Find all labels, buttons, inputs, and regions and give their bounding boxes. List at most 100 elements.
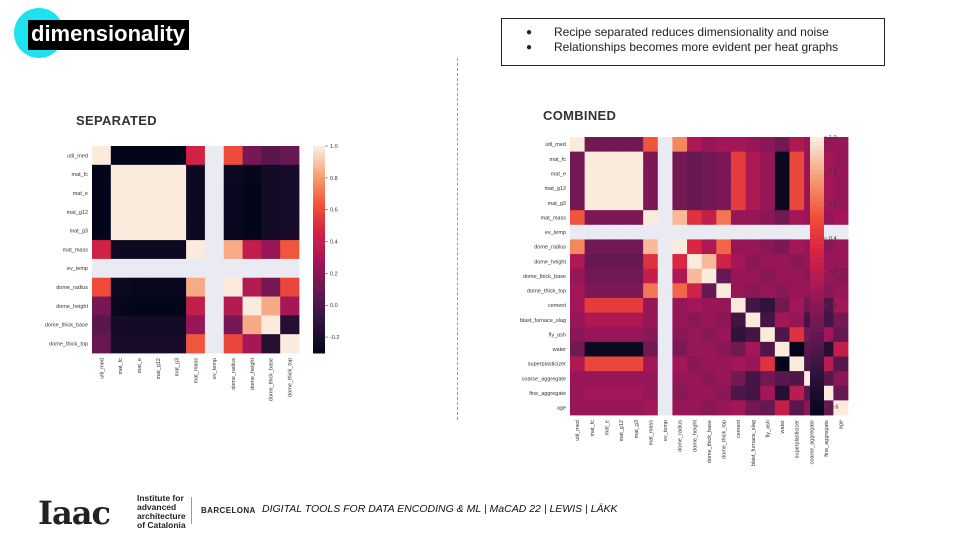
colorbar-segment bbox=[313, 239, 325, 244]
colorbar-tick-label: 0.2 bbox=[330, 271, 338, 277]
heatmap-cell bbox=[599, 341, 615, 357]
heatmap-cell bbox=[110, 315, 131, 335]
colorbar-segment bbox=[810, 364, 824, 370]
heatmap-cell bbox=[745, 151, 761, 167]
heatmap-cell bbox=[599, 239, 615, 255]
heatmap-cell bbox=[789, 371, 805, 387]
heatmap-cell bbox=[687, 166, 703, 182]
heatmap-cell bbox=[760, 224, 776, 240]
institute-line: Institute for bbox=[137, 493, 184, 503]
heatmap-cell bbox=[716, 327, 732, 343]
bullet-dot-icon: ● bbox=[525, 27, 532, 38]
heatmap-cell bbox=[280, 296, 300, 316]
x-tick-label: mat_mass bbox=[193, 358, 199, 384]
heatmap-cell bbox=[760, 371, 776, 387]
heatmap-cell bbox=[167, 164, 187, 185]
heatmap-cell bbox=[774, 224, 790, 240]
x-tick-label: dome_height bbox=[250, 358, 256, 390]
heatmap-cell bbox=[204, 296, 225, 316]
heatmap-cell bbox=[789, 210, 805, 226]
heatmap-cell bbox=[730, 137, 746, 153]
heatmap-cell bbox=[774, 400, 790, 416]
colorbar-segment bbox=[810, 280, 824, 286]
heatmap-cell bbox=[223, 146, 243, 166]
heatmap-cell bbox=[92, 334, 112, 354]
heatmap-cell bbox=[716, 400, 732, 416]
colorbar-segment bbox=[313, 249, 325, 254]
heatmap-cell bbox=[167, 183, 187, 203]
heatmap-cell bbox=[570, 195, 586, 211]
heatmap-cell bbox=[261, 146, 281, 166]
heatmap-cell bbox=[628, 400, 644, 416]
y-tick-label: dome_thick_base bbox=[45, 323, 88, 329]
heatmap-cell bbox=[110, 164, 131, 185]
heatmap-cell bbox=[628, 166, 644, 182]
colorbar-segment bbox=[313, 187, 325, 192]
x-tick-label: mat_g3 bbox=[175, 358, 181, 376]
heatmap-cell bbox=[643, 254, 659, 270]
heatmap-cell bbox=[687, 356, 703, 372]
heatmap-cell bbox=[643, 327, 659, 343]
colorbar-segment bbox=[313, 215, 325, 219]
bullet-box: ● Recipe separated reduces dimensionalit… bbox=[501, 18, 885, 66]
heatmap-cell bbox=[92, 164, 112, 185]
colorbar-tick-label: -0.6 bbox=[829, 405, 838, 411]
heatmap-cell bbox=[204, 164, 225, 185]
colorbar-segment bbox=[810, 373, 824, 379]
heatmap-cell bbox=[570, 180, 586, 196]
y-tick-label: coarse_aggregate bbox=[522, 376, 566, 382]
colorbar-segment bbox=[810, 150, 824, 157]
colorbar-segment bbox=[810, 322, 824, 328]
heatmap-cell bbox=[687, 327, 703, 343]
colorbar-segment bbox=[810, 340, 824, 346]
heatmap-cell bbox=[167, 277, 187, 297]
heatmap-cell bbox=[774, 239, 790, 255]
heatmap-cell bbox=[730, 254, 746, 270]
colorbar-segment bbox=[313, 349, 325, 354]
heatmap-cell bbox=[261, 202, 281, 222]
y-tick-label: util_med bbox=[67, 153, 88, 159]
heatmap-cell bbox=[745, 268, 761, 284]
y-tick-label: water bbox=[552, 347, 567, 353]
colorbar-segment bbox=[810, 294, 824, 300]
colorbar-tick-label: -0.2 bbox=[330, 335, 339, 341]
colorbar-segment bbox=[810, 262, 824, 268]
heatmap-cell bbox=[687, 195, 703, 211]
heatmap-cell bbox=[760, 166, 776, 182]
heatmap-cell bbox=[186, 164, 206, 185]
heatmap-cell bbox=[716, 195, 732, 211]
heatmap-cell bbox=[745, 356, 761, 372]
heatmap-cell bbox=[110, 240, 131, 260]
y-tick-label: mat_g3 bbox=[70, 229, 88, 235]
colorbar-segment bbox=[810, 252, 824, 258]
heatmap-cell bbox=[613, 371, 629, 387]
heatmap-cell bbox=[570, 166, 586, 182]
heatmap-cell bbox=[223, 334, 243, 354]
heatmap-cell bbox=[701, 137, 717, 153]
heatmap-cell bbox=[129, 315, 149, 335]
x-tick-label: coarse_aggregate bbox=[809, 420, 815, 464]
heatmap-cell bbox=[570, 312, 586, 328]
colorbar-segment bbox=[810, 299, 824, 305]
heatmap-cell bbox=[716, 137, 732, 153]
heatmap-cell bbox=[599, 210, 615, 226]
heatmap-cell bbox=[242, 164, 262, 185]
heatmap-cell bbox=[204, 202, 225, 222]
heatmap-cell bbox=[730, 224, 746, 240]
heatmap-cell bbox=[716, 210, 732, 226]
heatmap-cell bbox=[789, 400, 805, 416]
section-divider bbox=[457, 58, 458, 420]
colorbar-segment bbox=[313, 180, 325, 185]
heatmap-cell bbox=[613, 356, 629, 372]
colorbar-tick-label: -0.2 bbox=[829, 337, 838, 343]
heatmap-cell bbox=[701, 371, 717, 387]
heatmap-cell bbox=[92, 240, 112, 260]
heatmap-cell bbox=[760, 327, 776, 343]
heatmap-cell bbox=[672, 268, 688, 284]
heatmap-cell bbox=[716, 341, 732, 357]
heatmap-cell bbox=[701, 400, 717, 416]
colorbar-segment bbox=[810, 308, 824, 314]
heatmap-cell bbox=[167, 334, 187, 354]
heatmap-cell bbox=[110, 334, 131, 354]
heatmap-cell bbox=[223, 315, 243, 335]
